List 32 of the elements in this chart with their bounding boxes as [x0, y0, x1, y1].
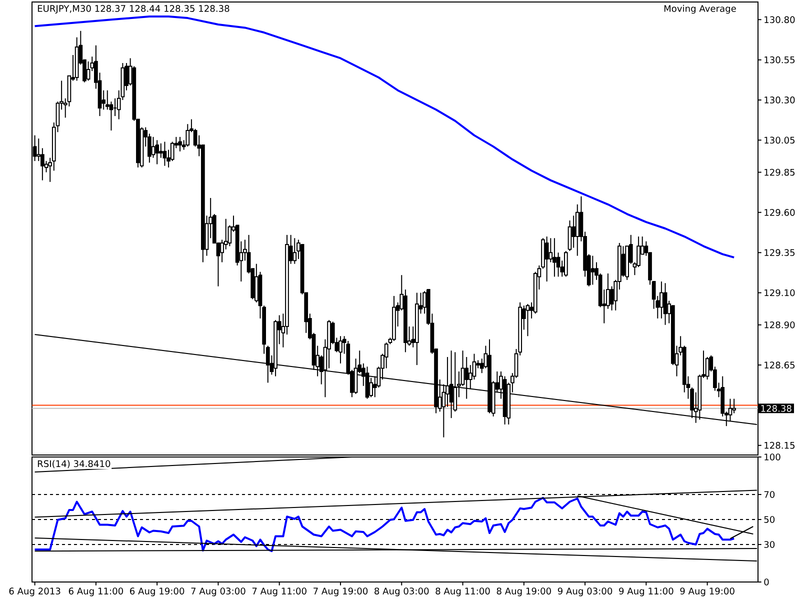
- y-tick-label: 129.35: [764, 249, 795, 256]
- x-tick-label: 8 Aug 03:00: [374, 588, 429, 596]
- y-tick-label: 70: [764, 491, 775, 498]
- x-tick-label: 6 Aug 19:00: [130, 588, 184, 596]
- y-tick-label: 129.10: [764, 289, 795, 296]
- y-tick-label: 130.05: [764, 136, 795, 144]
- x-tick-label: 8 Aug 19:00: [496, 588, 551, 596]
- y-tick-label: 100: [764, 454, 780, 460]
- y-tick-label: 0: [764, 578, 769, 586]
- y-tick-label: 50: [764, 516, 775, 523]
- annotation: Moving Average: [664, 4, 736, 14]
- y-tick-label: 130.80: [764, 16, 795, 24]
- y-tick-label: 128.65: [764, 362, 795, 368]
- y-tick-label: 130.55: [764, 56, 795, 64]
- x-tick-label: 9 Aug 11:00: [619, 588, 674, 596]
- x-tick-label: 8 Aug 11:00: [436, 588, 490, 596]
- x-tick-label: 6 Aug 11:00: [68, 588, 124, 596]
- y-tick-label: 129.85: [764, 168, 795, 176]
- ref-line-label: 128.38: [761, 404, 792, 412]
- y-tick-label: 130.30: [764, 96, 795, 104]
- y-tick-label: 128.90: [764, 321, 795, 328]
- x-tick-label: 9 Aug 19:00: [680, 588, 734, 596]
- y-tick-label: 30: [764, 541, 775, 548]
- chart-title: EURJPY,M30 128.37 128.44 128.35 128.38: [38, 5, 230, 14]
- x-tick-label: 7 Aug 19:00: [314, 588, 368, 596]
- chart-title: RSI(14) 34.8410: [38, 460, 110, 468]
- x-tick-label: 9 Aug 03:00: [558, 588, 612, 596]
- y-tick-label: 129.60: [764, 209, 795, 216]
- x-tick-label: 7 Aug 11:00: [252, 588, 306, 596]
- x-tick-label: 7 Aug 03:00: [191, 588, 246, 596]
- y-tick-label: 128.15: [764, 442, 795, 449]
- x-tick-label: 6 Aug 2013: [9, 588, 60, 596]
